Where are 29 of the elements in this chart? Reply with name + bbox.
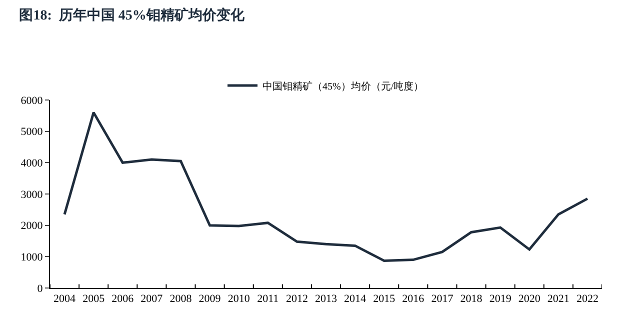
x-tick-label: 2017 <box>431 293 454 306</box>
x-tick-label: 2008 <box>170 293 192 306</box>
x-tick-label: 2022 <box>576 293 598 306</box>
x-tick-label: 2021 <box>547 293 570 306</box>
x-tick-label: 2004 <box>54 293 76 306</box>
x-tick-label: 2007 <box>140 293 164 306</box>
x-tick-label: 2019 <box>489 293 512 306</box>
y-tick-label: 6000 <box>20 94 44 107</box>
y-tick-label: 2000 <box>20 220 44 232</box>
x-tick-label: 2014 <box>344 293 367 306</box>
y-tick-label: 1000 <box>20 252 44 264</box>
legend-label: 中国钼精矿（45%）均价（元/吨度） <box>262 80 424 92</box>
x-tick-label: 2010 <box>228 293 250 306</box>
x-tick-label: 2005 <box>82 293 106 306</box>
x-tick-label: 2013 <box>315 293 338 306</box>
x-tick-label: 2012 <box>286 293 308 306</box>
y-tick-label: 3000 <box>20 188 44 201</box>
y-tick-label: 4000 <box>20 158 44 170</box>
line-series <box>63 111 589 262</box>
x-tick-label: 2016 <box>402 293 425 306</box>
x-tick-label: 2009 <box>198 293 222 306</box>
x-tick-label: 2020 <box>518 293 541 306</box>
y-tick-label: 5000 <box>20 126 44 138</box>
x-tick-label: 2018 <box>460 293 483 306</box>
x-tick-label: 2015 <box>373 293 396 306</box>
y-tick-label: 0 <box>37 282 44 295</box>
x-tick-label: 2011 <box>257 293 279 306</box>
x-tick-label: 2006 <box>112 293 134 306</box>
chart-title: 图18: 历年中国 45%钼精矿均价变化 <box>19 6 246 24</box>
